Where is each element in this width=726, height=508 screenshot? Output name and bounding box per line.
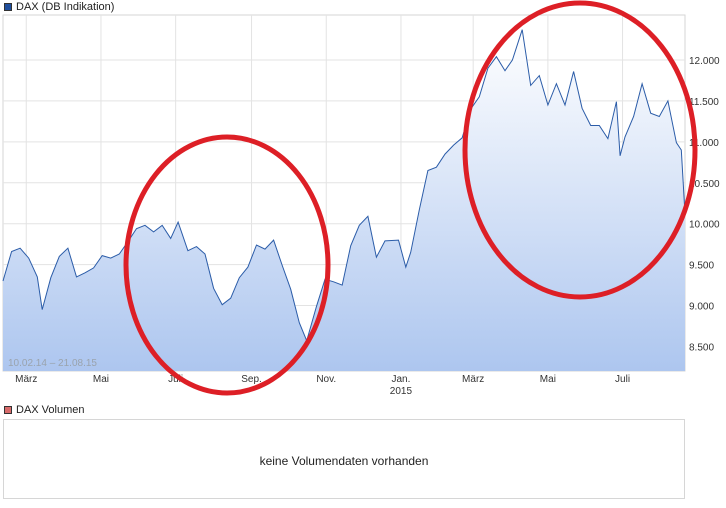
y-tick-label: 10.000: [689, 220, 720, 231]
volume-panel: keine Volumendaten vorhanden: [3, 419, 685, 499]
x-tick-label: Juli: [615, 374, 630, 385]
y-tick-label: 8.500: [689, 342, 714, 353]
y-tick-label: 9.000: [689, 302, 714, 313]
x-tick-label: Jan.: [391, 374, 410, 385]
price-legend-label: DAX (DB Indikation): [16, 1, 115, 13]
y-tick-label: 10.500: [689, 179, 720, 190]
y-tick-label: 11.500: [689, 97, 719, 108]
x-tick-label: März: [462, 374, 484, 385]
highlight-ellipse-2014: [123, 134, 331, 396]
y-tick-label: 9.500: [689, 261, 714, 272]
volume-legend-label: DAX Volumen: [16, 404, 85, 416]
volume-legend-swatch: [4, 406, 12, 414]
volume-legend: DAX Volumen: [4, 403, 84, 417]
x-tick-year-label: 2015: [390, 386, 413, 397]
x-tick-label: Sep.: [241, 374, 262, 385]
price-chart: März Mai Juli Sep. Nov. Jan.2015 März Mai Juli 8…: [2, 0, 720, 397]
y-tick-label: 11.000: [689, 138, 719, 149]
highlight-ellipse-2015: [462, 0, 698, 300]
y-tick-label: 12.000: [689, 56, 720, 67]
price-legend: DAX (DB Indikation): [4, 0, 114, 14]
x-axis-ticks: März Mai Juli Sep. Nov. Jan.2015 März Mai Juli: [15, 374, 630, 397]
volume-empty-message: keine Volumendaten vorhanden: [259, 454, 429, 468]
price-legend-swatch: [4, 3, 12, 11]
price-area: [3, 29, 685, 371]
x-tick-label: Juli: [168, 374, 183, 385]
x-tick-label: Mai: [540, 374, 556, 385]
price-line: [2, 29, 686, 343]
y-axis-ticks: 8.500 9.000 9.500 10.000 10.500 11.000 11.500 1…: [689, 56, 720, 353]
x-tick-label: Nov.: [316, 374, 336, 385]
x-tick-label: März: [15, 374, 37, 385]
x-tick-label: Mai: [93, 374, 109, 385]
date-range-label: 10.02.14 – 21.08.15: [8, 358, 97, 369]
